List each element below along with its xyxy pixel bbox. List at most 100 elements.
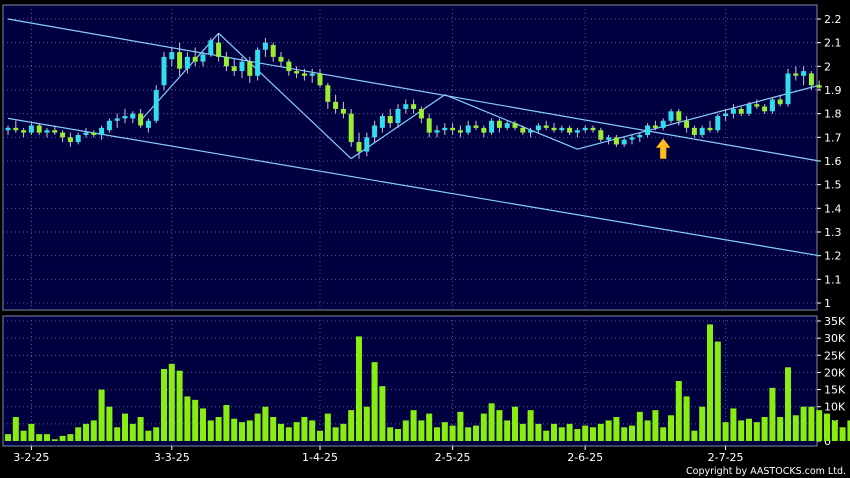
- volume-bar: [231, 418, 238, 441]
- candle-body: [762, 106, 768, 112]
- volume-bar: [714, 341, 721, 441]
- candle-body: [559, 127, 565, 131]
- candle-body: [707, 127, 713, 131]
- volume-tick-label: 20K: [824, 366, 846, 379]
- volume-bar: [543, 430, 550, 441]
- volume-bar: [519, 423, 526, 441]
- volume-tick-label: 25K: [824, 349, 846, 362]
- volume-bar: [660, 427, 667, 441]
- volume-bar: [98, 389, 105, 441]
- candle-body: [138, 113, 144, 126]
- candle-body: [208, 40, 214, 55]
- candle-body: [613, 137, 619, 145]
- candle-body: [520, 127, 526, 133]
- volume-bar: [621, 427, 628, 441]
- candle-body: [684, 120, 690, 128]
- volume-bar: [223, 405, 230, 441]
- volume-bar: [207, 420, 214, 441]
- candle-body: [52, 130, 58, 133]
- volume-bar: [441, 422, 448, 441]
- trendline: [444, 94, 578, 150]
- price-tick-label: 1.8: [824, 108, 842, 121]
- candle-body: [301, 73, 307, 76]
- volume-bar: [831, 420, 838, 441]
- volume-bar: [449, 425, 456, 441]
- up-arrow-icon: [655, 138, 671, 159]
- candle-body: [387, 116, 393, 124]
- candle-body: [489, 120, 495, 133]
- volume-bar: [434, 427, 440, 441]
- candle-body: [481, 127, 487, 133]
- candle-body: [567, 127, 573, 133]
- volume-bar: [699, 406, 706, 441]
- price-tick-label: 2.2: [824, 13, 842, 26]
- candle-body: [255, 49, 261, 76]
- candle-body: [512, 123, 518, 128]
- price-tick-label: 1.7: [824, 131, 842, 144]
- volume-bar: [785, 367, 791, 441]
- volume-bar: [808, 406, 815, 441]
- volume-bar: [356, 336, 362, 441]
- volume-bar: [129, 423, 136, 441]
- volume-bar: [278, 423, 284, 441]
- volume-tick-label: 0: [824, 435, 831, 448]
- volume-bar: [90, 420, 97, 441]
- volume-bar: [761, 417, 768, 441]
- x-tick-label: 2-7-25: [708, 451, 744, 464]
- volume-bar: [44, 434, 50, 441]
- candle-body: [808, 73, 814, 86]
- copyright-text: Copyright by AASTOCKS.com Ltd.: [686, 466, 846, 477]
- candle-body: [411, 104, 417, 109]
- candle-body: [184, 56, 190, 69]
- volume-bar: [683, 396, 690, 441]
- volume-bar: [254, 413, 261, 441]
- candle-body: [621, 139, 627, 145]
- candle-body: [372, 125, 378, 138]
- candle-body: [746, 104, 752, 114]
- volume-bar: [5, 434, 11, 441]
- candle-body: [528, 130, 534, 133]
- candle-body: [637, 134, 643, 138]
- price-tick-label: 1: [824, 297, 831, 310]
- volume-bar: [12, 417, 19, 441]
- volume-bar: [122, 413, 128, 441]
- candle-body: [660, 120, 666, 128]
- candle-body: [247, 61, 253, 76]
- candle-body: [723, 113, 729, 117]
- candle-body: [535, 125, 541, 131]
- volume-bar: [371, 362, 378, 441]
- volume-bar: [215, 417, 222, 441]
- volume-bar: [738, 420, 745, 441]
- volume-bar: [512, 406, 518, 441]
- volume-bar: [137, 417, 144, 441]
- volume-bar: [161, 369, 167, 441]
- x-tick-label: 3-2-25: [13, 451, 49, 464]
- volume-bar: [613, 417, 620, 441]
- volume-bar: [176, 370, 183, 441]
- volume-bar: [707, 324, 713, 441]
- volume-bar: [668, 415, 674, 441]
- candle-body: [434, 130, 440, 133]
- volume-bar: [465, 427, 472, 441]
- price-tick-label: 1.3: [824, 226, 842, 239]
- volume-bar: [200, 408, 206, 441]
- candle-body: [590, 127, 596, 131]
- candle-body: [754, 104, 760, 107]
- x-tick-label: 3-3-25: [154, 451, 190, 464]
- candle-body: [216, 42, 222, 57]
- candle-body: [348, 113, 354, 143]
- trendline: [140, 32, 220, 122]
- candle-body: [426, 118, 432, 133]
- volume-bar: [246, 420, 253, 441]
- candle-body: [652, 125, 658, 128]
- candle-body: [130, 113, 136, 119]
- volume-bar: [426, 413, 433, 441]
- volume-bar: [527, 410, 534, 441]
- volume-tick-label: 10K: [824, 401, 846, 414]
- candle-body: [465, 125, 471, 133]
- x-tick-label: 2-5-25: [435, 451, 471, 464]
- candle-body: [36, 125, 42, 133]
- candle-body: [364, 137, 370, 152]
